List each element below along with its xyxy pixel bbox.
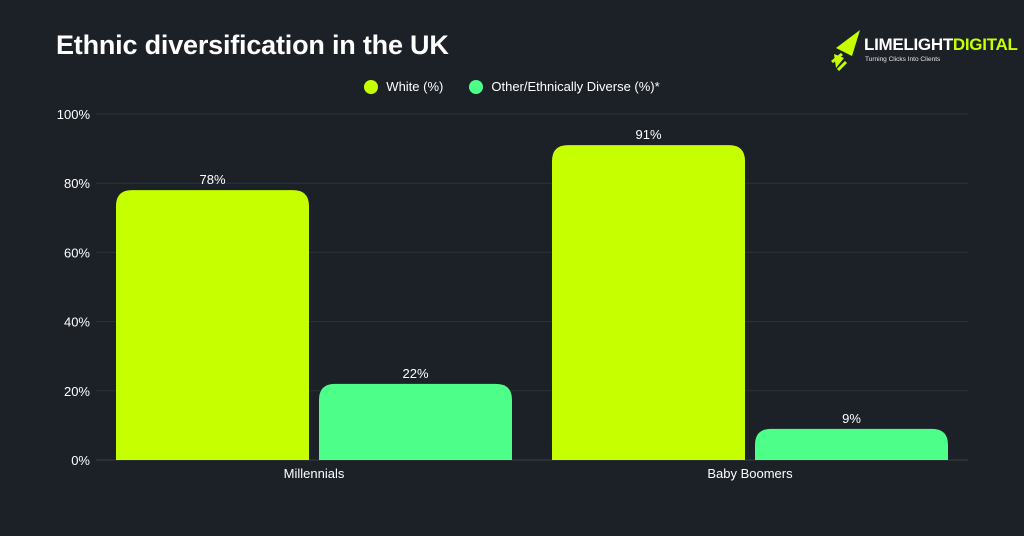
x-tick-label: Millennials xyxy=(284,466,345,481)
rocket-arrow-icon xyxy=(831,30,860,72)
legend-item-diverse: Other/Ethnically Diverse (%)* xyxy=(469,79,660,94)
brand-logo: LIMELIGHTDIGITAL Turning Clicks Into Cli… xyxy=(830,28,1018,76)
data-label: 9% xyxy=(842,411,861,426)
y-tick-label: 20% xyxy=(64,384,90,399)
legend-swatch-diverse xyxy=(469,79,484,94)
logo-tagline: Turning Clicks Into Clients xyxy=(865,56,941,63)
y-tick-label: 40% xyxy=(64,315,90,330)
data-label: 91% xyxy=(635,127,661,142)
y-tick-label: 60% xyxy=(64,245,90,260)
y-tick-label: 100% xyxy=(57,107,91,122)
bar xyxy=(319,383,512,460)
y-tick-label: 0% xyxy=(71,453,90,468)
legend-label-diverse: Other/Ethnically Diverse (%)* xyxy=(491,79,660,94)
logo-word-secondary: DIGITAL xyxy=(952,35,1018,54)
legend-item-white: White (%) xyxy=(364,79,443,94)
x-tick-label: Baby Boomers xyxy=(707,466,793,481)
legend-label-white: White (%) xyxy=(386,79,444,94)
chart-legend: White (%) Other/Ethnically Diverse (%)* xyxy=(0,79,1024,94)
bar xyxy=(755,428,948,460)
data-label: 22% xyxy=(402,366,428,381)
bar xyxy=(552,145,745,460)
logo-wordmark: LIMELIGHTDIGITAL xyxy=(864,35,1018,55)
logo-word-primary: LIMELIGHT xyxy=(864,35,953,54)
data-label: 78% xyxy=(199,172,225,187)
bar xyxy=(116,190,309,460)
legend-swatch-white xyxy=(364,79,379,94)
page-title: Ethnic diversification in the UK xyxy=(56,30,449,60)
y-tick-label: 80% xyxy=(64,176,90,191)
